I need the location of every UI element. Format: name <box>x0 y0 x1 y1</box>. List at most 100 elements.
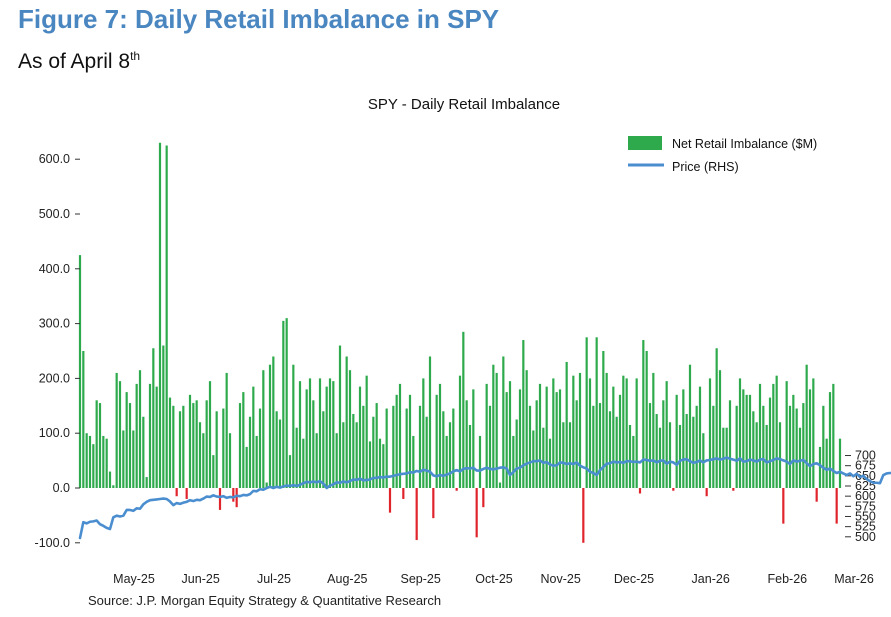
imbalance-bar <box>682 389 685 488</box>
imbalance-bar <box>775 375 778 488</box>
imbalance-bar <box>565 361 568 488</box>
imbalance-bar <box>585 337 588 488</box>
imbalance-bar <box>648 403 652 488</box>
imbalance-bar <box>638 488 642 494</box>
imbalance-bar <box>168 397 172 488</box>
right-tick-label: 675 <box>855 459 876 473</box>
imbalance-bar <box>812 378 815 488</box>
imbalance-bar <box>332 381 335 488</box>
imbalance-bar <box>612 386 615 488</box>
imbalance-bar <box>135 383 138 488</box>
imbalance-bar <box>255 435 258 488</box>
imbalance-bar <box>415 488 418 541</box>
imbalance-bar <box>628 424 632 488</box>
imbalance-bar <box>538 383 542 488</box>
imbalance-bar <box>372 416 375 488</box>
imbalance-bar <box>815 488 818 502</box>
imbalance-bar <box>472 389 475 488</box>
imbalance-bar <box>312 400 315 488</box>
x-tick-label: May-25 <box>113 572 155 586</box>
imbalance-bar <box>822 405 825 488</box>
imbalance-bar <box>578 372 582 488</box>
imbalance-bar <box>122 430 125 488</box>
imbalance-bar <box>288 455 292 488</box>
imbalance-bar <box>248 416 252 488</box>
figure-title: Figure 7: Daily Retail Imbalance in SPY <box>18 4 500 34</box>
imbalance-bar <box>245 446 248 488</box>
imbalance-bar <box>808 389 812 488</box>
left-tick-label: 400.0 <box>39 262 70 276</box>
imbalance-bar <box>232 488 235 502</box>
imbalance-bar <box>382 444 385 488</box>
imbalance-bar <box>388 488 392 513</box>
imbalance-bar <box>592 405 595 488</box>
imbalance-bar <box>468 424 472 488</box>
imbalance-bar <box>428 356 432 488</box>
imbalance-bar <box>645 351 648 488</box>
imbalance-bar <box>835 488 838 524</box>
x-tick-label: Jun-25 <box>182 572 220 586</box>
imbalance-bar <box>95 400 98 488</box>
imbalance-bar <box>498 482 502 488</box>
right-tick-label: 650 <box>855 469 876 483</box>
imbalance-bar <box>605 372 608 488</box>
imbalance-bar <box>502 356 505 488</box>
imbalance-bar <box>495 372 498 488</box>
imbalance-bar <box>378 438 382 488</box>
imbalance-bar <box>105 438 108 488</box>
imbalance-bar <box>352 414 355 488</box>
imbalance-bar <box>652 372 655 488</box>
imbalance-bar <box>695 405 698 488</box>
imbalance-bar <box>142 416 145 488</box>
imbalance-bar <box>492 364 495 488</box>
imbalance-bar <box>658 427 662 488</box>
imbalance-bar <box>615 416 618 488</box>
imbalance-bar <box>318 378 322 488</box>
imbalance-bar <box>145 477 148 488</box>
imbalance-bar <box>355 422 358 488</box>
imbalance-bar <box>718 370 722 488</box>
imbalance-bar <box>192 403 195 488</box>
imbalance-bar <box>175 488 178 497</box>
imbalance-bar <box>705 488 708 497</box>
imbalance-bar <box>172 405 175 488</box>
imbalance-bar <box>448 422 452 488</box>
imbalance-bar <box>668 422 672 488</box>
imbalance-bar <box>765 424 768 488</box>
x-tick-label: Dec-25 <box>614 572 654 586</box>
imbalance-bar <box>782 488 785 524</box>
imbalance-bar <box>732 488 735 491</box>
imbalance-bar <box>158 142 162 488</box>
imbalance-bar <box>828 392 832 488</box>
imbalance-bar <box>435 394 438 488</box>
imbalance-bar <box>252 386 255 488</box>
imbalance-bar <box>778 422 782 488</box>
x-tick-label: Mar-26 <box>834 572 874 586</box>
imbalance-bar <box>598 403 602 488</box>
imbalance-bar <box>368 441 372 488</box>
x-tick-label: Jan-26 <box>692 572 730 586</box>
imbalance-bar <box>198 422 202 488</box>
imbalance-bar <box>582 488 585 543</box>
imbalance-bar <box>128 403 132 488</box>
figure-subtitle: As of April 8th <box>18 50 140 74</box>
imbalance-bar <box>752 411 755 488</box>
imbalance-bar <box>148 383 152 488</box>
imbalance-bar <box>258 408 262 488</box>
imbalance-bar <box>832 383 835 488</box>
left-tick-label: 200.0 <box>39 371 70 385</box>
imbalance-bar <box>458 375 462 488</box>
imbalance-bar <box>572 375 575 488</box>
imbalance-bar <box>82 351 85 488</box>
imbalance-bar <box>522 340 525 488</box>
left-axis: 600.0 500.0 400.0 300.0 200.0 100.0 0.0 -100.0 <box>35 152 80 550</box>
imbalance-bar <box>208 381 212 488</box>
x-tick-label: Oct-25 <box>475 572 513 586</box>
imbalance-bar <box>165 145 168 488</box>
imbalance-bar <box>118 381 122 488</box>
imbalance-bar <box>532 430 535 488</box>
imbalance-bar <box>785 381 788 488</box>
imbalance-bar <box>672 488 675 491</box>
imbalance-bar <box>235 488 238 508</box>
